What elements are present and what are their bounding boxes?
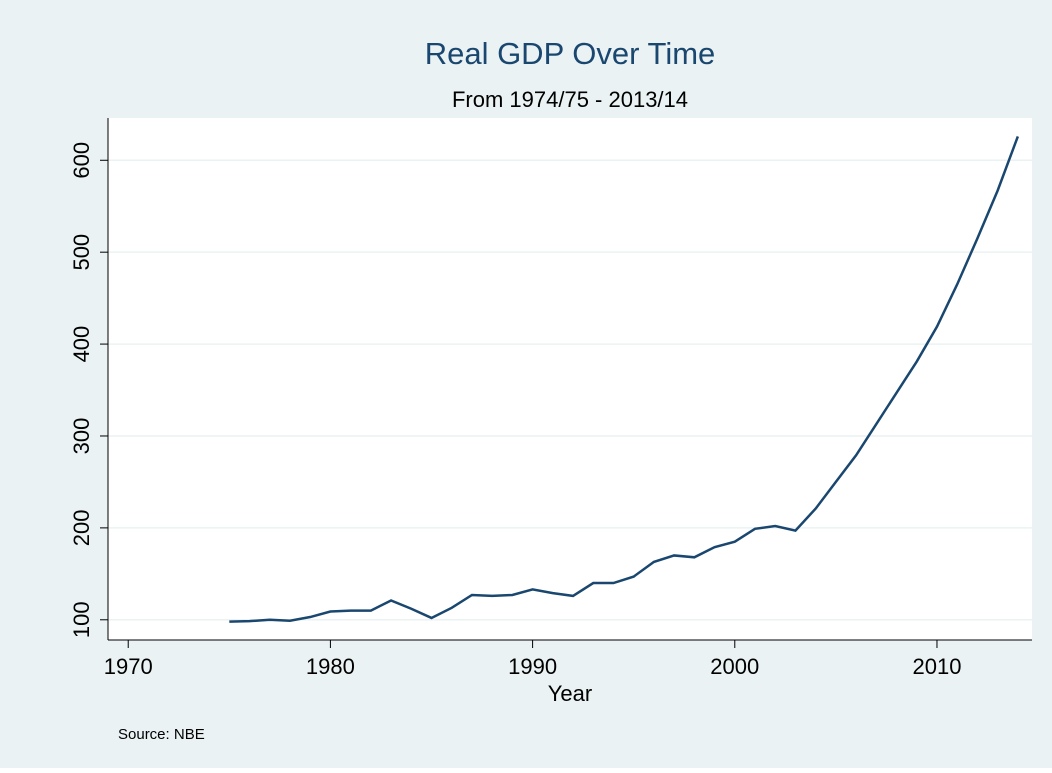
y-tick-label: 100 — [69, 601, 94, 638]
chart-subtitle: From 1974/75 - 2013/14 — [452, 87, 688, 112]
y-tick-label: 500 — [69, 234, 94, 271]
plot-area — [108, 118, 1032, 640]
y-tick-label: 400 — [69, 326, 94, 363]
x-tick-label: 1970 — [104, 654, 153, 679]
x-axis-label: Year — [548, 681, 592, 706]
y-tick-label: 600 — [69, 142, 94, 179]
data-line — [229, 135, 1020, 623]
x-tick-label: 2010 — [912, 654, 961, 679]
x-tick-label: 2000 — [710, 654, 759, 679]
x-tick-label: 1990 — [508, 654, 557, 679]
y-tick-label: 200 — [69, 510, 94, 547]
chart-title: Real GDP Over Time — [425, 36, 716, 71]
source-note: Source: NBE — [118, 726, 205, 743]
y-tick-label: 300 — [69, 418, 94, 455]
x-tick-label: 1980 — [306, 654, 355, 679]
